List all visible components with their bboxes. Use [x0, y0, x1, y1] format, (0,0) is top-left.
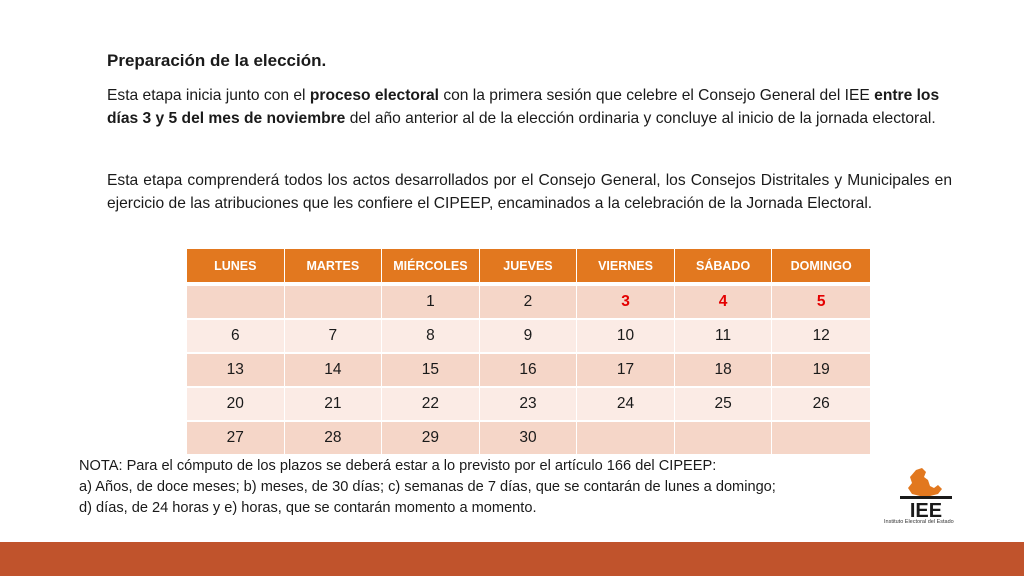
calendar-day-cell: 25	[674, 386, 773, 420]
calendar-day-cell: 26	[772, 386, 870, 420]
calendar-week-row: 13 14 15 16 17 18 19	[187, 352, 870, 386]
section-title: Preparación de la elección.	[107, 51, 327, 70]
calendar-day-cell-highlighted: 4	[674, 282, 773, 318]
calendar-day-cell: 8	[382, 318, 480, 352]
calendar-day-cell: 20	[187, 386, 285, 420]
calendar-day-cell: 28	[284, 420, 383, 454]
calendar-week-row: 6 7 8 9 10 11 12	[187, 318, 870, 352]
calendar-day-cell: 14	[284, 352, 383, 386]
day-header-domingo: DOMINGO	[772, 249, 870, 282]
calendar-day-cell: 16	[479, 352, 578, 386]
calendar-day-cell: 6	[187, 318, 285, 352]
calendar-table: LUNES MARTES MIÉRCOLES JUEVES VIERNES SÁ…	[187, 249, 870, 454]
calendar-day-cell	[187, 282, 285, 318]
calendar-day-cell	[772, 420, 870, 454]
calendar-day-cell: 12	[772, 318, 870, 352]
calendar-day-cell: 2	[479, 282, 578, 318]
calendar-day-cell: 19	[772, 352, 870, 386]
calendar-day-cell: 11	[674, 318, 773, 352]
day-header-jueves: JUEVES	[479, 249, 578, 282]
day-header-miercoles: MIÉRCOLES	[382, 249, 480, 282]
iee-logo-icon: IEE	[900, 468, 952, 522]
note-block: NOTA: Para el cómputo de los plazos se d…	[79, 456, 879, 519]
calendar-day-cell: 9	[479, 318, 578, 352]
calendar-day-cell-highlighted: 5	[772, 282, 870, 318]
note-line-2: a) Años, de doce meses; b) meses, de 30 …	[79, 479, 776, 495]
calendar-day-cell	[284, 282, 383, 318]
calendar-day-cell: 18	[674, 352, 773, 386]
intro-bold-2: entre los días 3 y 5 del mes de noviembr…	[107, 87, 940, 127]
calendar-day-cell: 1	[382, 282, 480, 318]
calendar-day-cell: 23	[479, 386, 578, 420]
calendar-day-cell: 10	[577, 318, 675, 352]
intro-text-3: del año anterior al de la elección ordin…	[345, 110, 936, 127]
logo-caption: Instituto Electoral del Estado	[884, 519, 954, 525]
calendar-week-row: 20 21 22 23 24 25 26	[187, 386, 870, 420]
footer-bar	[0, 542, 1024, 576]
calendar-day-cell: 24	[577, 386, 675, 420]
calendar-day-cell: 21	[284, 386, 383, 420]
calendar-day-cell: 29	[382, 420, 480, 454]
logo-text: IEE	[910, 500, 942, 522]
intro-bold-1: proceso electoral	[309, 87, 439, 104]
calendar-day-cell: 17	[577, 352, 675, 386]
calendar-day-cell: 13	[187, 352, 285, 386]
intro-text-1: Esta etapa inicia junto con el	[107, 87, 310, 104]
day-header-viernes: VIERNES	[577, 249, 675, 282]
paragraph-intro: Esta etapa inicia junto con el proceso e…	[107, 84, 952, 130]
calendar-day-cell: 22	[382, 386, 480, 420]
intro-text-2: con la primera sesión que celebre el Con…	[439, 87, 875, 104]
calendar-header-row: LUNES MARTES MIÉRCOLES JUEVES VIERNES SÁ…	[187, 249, 870, 282]
day-header-martes: MARTES	[284, 249, 383, 282]
day-header-sabado: SÁBADO	[674, 249, 773, 282]
calendar-day-cell	[674, 420, 773, 454]
paragraph-scope: Esta etapa comprenderá todos los actos d…	[107, 172, 952, 212]
calendar-day-cell	[577, 420, 675, 454]
note-line-1: NOTA: Para el cómputo de los plazos se d…	[79, 458, 717, 474]
calendar-week-row: 1 2 3 4 5	[187, 282, 870, 318]
calendar-day-cell: 7	[284, 318, 383, 352]
day-header-lunes: LUNES	[187, 249, 285, 282]
calendar-day-cell: 27	[187, 420, 285, 454]
calendar-day-cell: 30	[479, 420, 578, 454]
note-line-3: d) días, de 24 horas y e) horas, que se …	[79, 500, 537, 516]
calendar-day-cell-highlighted: 3	[577, 282, 675, 318]
calendar-day-cell: 15	[382, 352, 480, 386]
calendar-week-row: 27 28 29 30	[187, 420, 870, 454]
